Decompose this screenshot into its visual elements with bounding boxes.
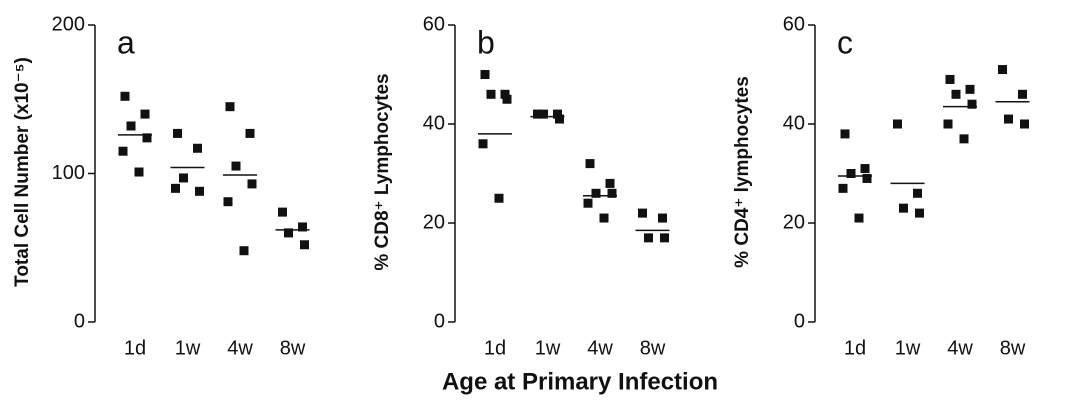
data-point [494,193,504,203]
data-point [118,146,128,156]
data-point [862,173,872,183]
y-tick-label: 40 [783,112,805,134]
data-point [965,84,975,94]
data-point [998,65,1007,75]
data-point [951,89,961,99]
y-tick-label: 0 [794,310,805,332]
data-point [478,139,488,149]
x-tick-label: 1w [895,337,921,359]
data-point [854,213,864,223]
data-point [644,233,653,243]
data-point [1018,89,1027,99]
y-tick-label: 60 [423,13,445,35]
data-point [591,188,601,198]
data-point [860,164,870,174]
y-tick-label: 40 [423,112,445,134]
data-point [913,188,922,198]
data-point [502,94,512,104]
data-point [231,161,241,171]
y-tick-label: 60 [783,13,805,35]
data-point [838,183,848,193]
data-point [239,246,249,256]
x-tick-label: 1d [844,337,866,359]
data-point [533,109,542,119]
data-point [225,102,235,112]
x-tick-label: 8w [640,337,666,359]
data-point [126,121,136,131]
data-point [1020,119,1029,129]
y-tick-label: 0 [434,310,445,332]
x-tick-label: 1w [175,337,201,359]
y-tick-label: 20 [423,211,445,233]
y-axis-label: % CD8⁺ Lymphocytes [372,73,393,270]
x-tick-label: 4w [947,337,973,359]
data-point [658,213,667,223]
data-point [585,159,595,169]
data-point [223,197,233,207]
x-tick-label: 4w [587,337,613,359]
data-point [142,133,152,143]
x-tick-label: 1d [124,337,146,359]
y-axis-label: Total Cell Number (x10⁻⁵) [12,57,33,287]
data-point [298,222,307,232]
data-point [1004,114,1013,124]
y-tick-label: 200 [52,13,85,35]
data-point [660,233,669,243]
x-axis-label: Age at Primary Infection [442,368,718,395]
x-tick-label: 4w [227,337,253,359]
data-point [195,186,204,196]
x-tick-label: 1d [484,337,506,359]
data-point [193,143,202,153]
data-point [171,183,180,193]
data-point [245,128,255,138]
data-point [638,208,647,218]
data-point [480,70,490,79]
data-point [915,208,924,218]
data-point [967,99,977,109]
data-point [945,74,955,84]
y-tick-label: 20 [783,211,805,233]
data-point [555,114,564,124]
data-point [278,207,287,217]
x-tick-label: 8w [280,337,306,359]
data-point [553,109,562,119]
y-tick-label: 100 [52,162,85,184]
data-point [500,89,510,99]
y-tick-label: 0 [74,310,85,332]
data-point [486,89,496,99]
x-tick-label: 8w [1000,337,1026,359]
data-point [899,203,908,213]
data-point [539,109,548,119]
data-point [943,119,953,129]
y-axis-label: % CD4⁺ lymphocytes [732,76,753,268]
data-point [247,179,257,189]
data-point [140,109,150,119]
panel-label: b [477,24,495,60]
data-point [300,240,309,250]
data-point [179,173,188,183]
data-point [605,178,615,188]
data-point [607,188,617,198]
panel-label: c [837,24,853,60]
data-point [599,213,609,223]
data-point [846,169,856,178]
data-point [173,128,182,138]
data-point [840,129,850,139]
x-tick-label: 1w [535,337,561,359]
data-point [284,228,293,238]
data-point [134,167,144,177]
panel-label: a [117,24,135,60]
data-point [120,91,130,101]
data-point [893,119,902,129]
data-point [583,198,593,208]
data-point [959,134,969,144]
